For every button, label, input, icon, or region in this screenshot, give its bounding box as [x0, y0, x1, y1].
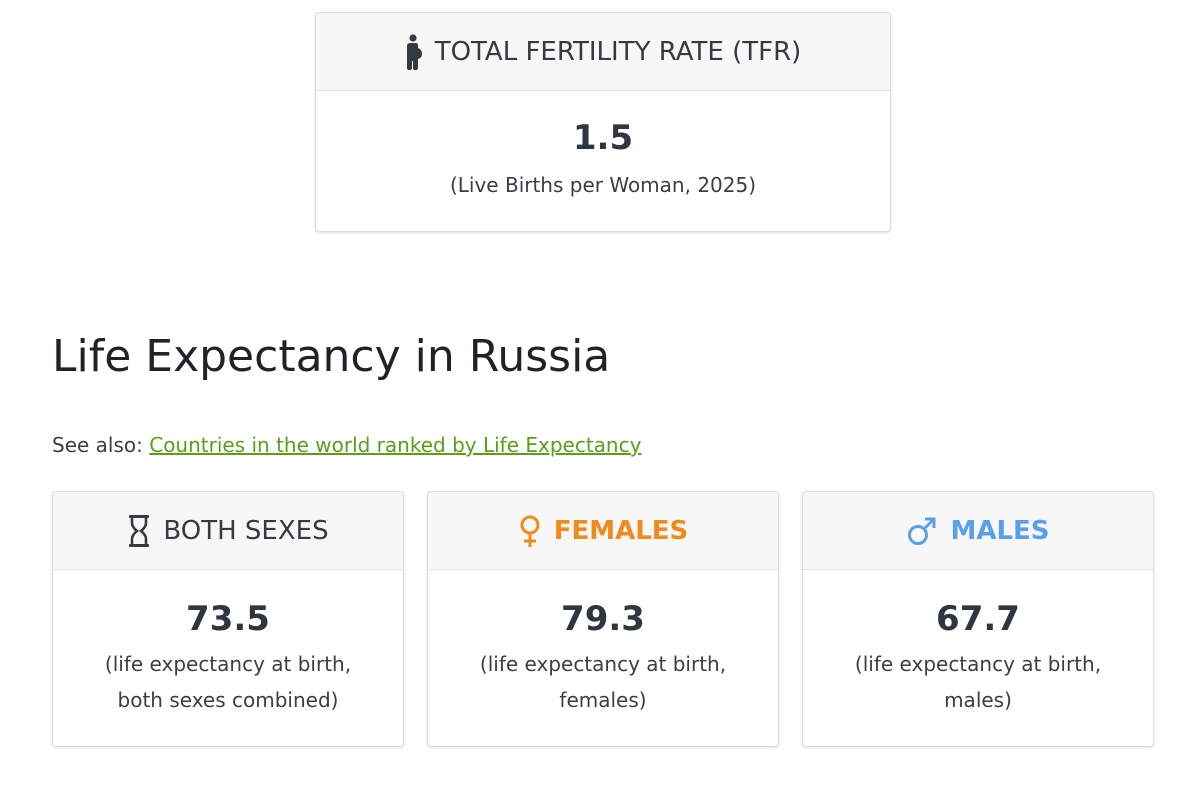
males-card-header: MALES — [803, 492, 1153, 570]
both-sexes-note-line2: both sexes combined) — [117, 688, 339, 712]
females-note-line2: females) — [559, 688, 647, 712]
males-note-line2: males) — [944, 688, 1012, 712]
tfr-value: 1.5 — [572, 118, 634, 158]
females-note: (life expectancy at birth, females) — [428, 646, 778, 718]
both-sexes-card-header: BOTH SEXES — [53, 492, 403, 570]
females-card-body: 79.3 (life expectancy at birth, females) — [428, 570, 778, 718]
see-also: See also: Countries in the world ranked … — [52, 430, 641, 460]
males-value: 67.7 — [936, 599, 1020, 639]
both-sexes-value: 73.5 — [186, 599, 270, 639]
tfr-card: TOTAL FERTILITY RATE (TFR) 1.5 (Live Bir… — [315, 12, 891, 232]
tfr-card-header: TOTAL FERTILITY RATE (TFR) — [316, 13, 890, 91]
tfr-card-body: 1.5 (Live Births per Woman, 2025) — [316, 91, 890, 203]
both-sexes-label: BOTH SEXES — [163, 515, 329, 546]
males-label: MALES — [950, 515, 1050, 546]
tfr-note: (Live Births per Woman, 2025) — [449, 173, 757, 197]
females-card: FEMALES 79.3 (life expectancy at birth, … — [427, 491, 779, 747]
both-sexes-card-body: 73.5 (life expectancy at birth, both sex… — [53, 570, 403, 718]
both-sexes-card: BOTH SEXES 73.5 (life expectancy at birt… — [52, 491, 404, 747]
males-note: (life expectancy at birth, males) — [803, 646, 1153, 718]
males-card: MALES 67.7 (life expectancy at birth, ma… — [802, 491, 1154, 747]
female-symbol-icon — [518, 514, 542, 548]
females-card-header: FEMALES — [428, 492, 778, 570]
pregnant-woman-icon — [405, 33, 423, 70]
life-expectancy-ranking-link[interactable]: Countries in the world ranked by Life Ex… — [149, 433, 642, 457]
both-sexes-note: (life expectancy at birth, both sexes co… — [53, 646, 403, 718]
females-label: FEMALES — [553, 515, 689, 546]
females-note-line1: (life expectancy at birth, — [479, 652, 727, 676]
male-symbol-icon — [906, 515, 938, 547]
males-card-body: 67.7 (life expectancy at birth, males) — [803, 570, 1153, 718]
hourglass-icon — [127, 514, 151, 548]
females-value: 79.3 — [561, 599, 645, 639]
males-note-line1: (life expectancy at birth, — [854, 652, 1102, 676]
see-also-prefix: See also: — [52, 433, 150, 457]
tfr-title: TOTAL FERTILITY RATE (TFR) — [434, 36, 802, 67]
page-title: Life Expectancy in Russia — [52, 331, 611, 382]
both-sexes-note-line1: (life expectancy at birth, — [104, 652, 352, 676]
